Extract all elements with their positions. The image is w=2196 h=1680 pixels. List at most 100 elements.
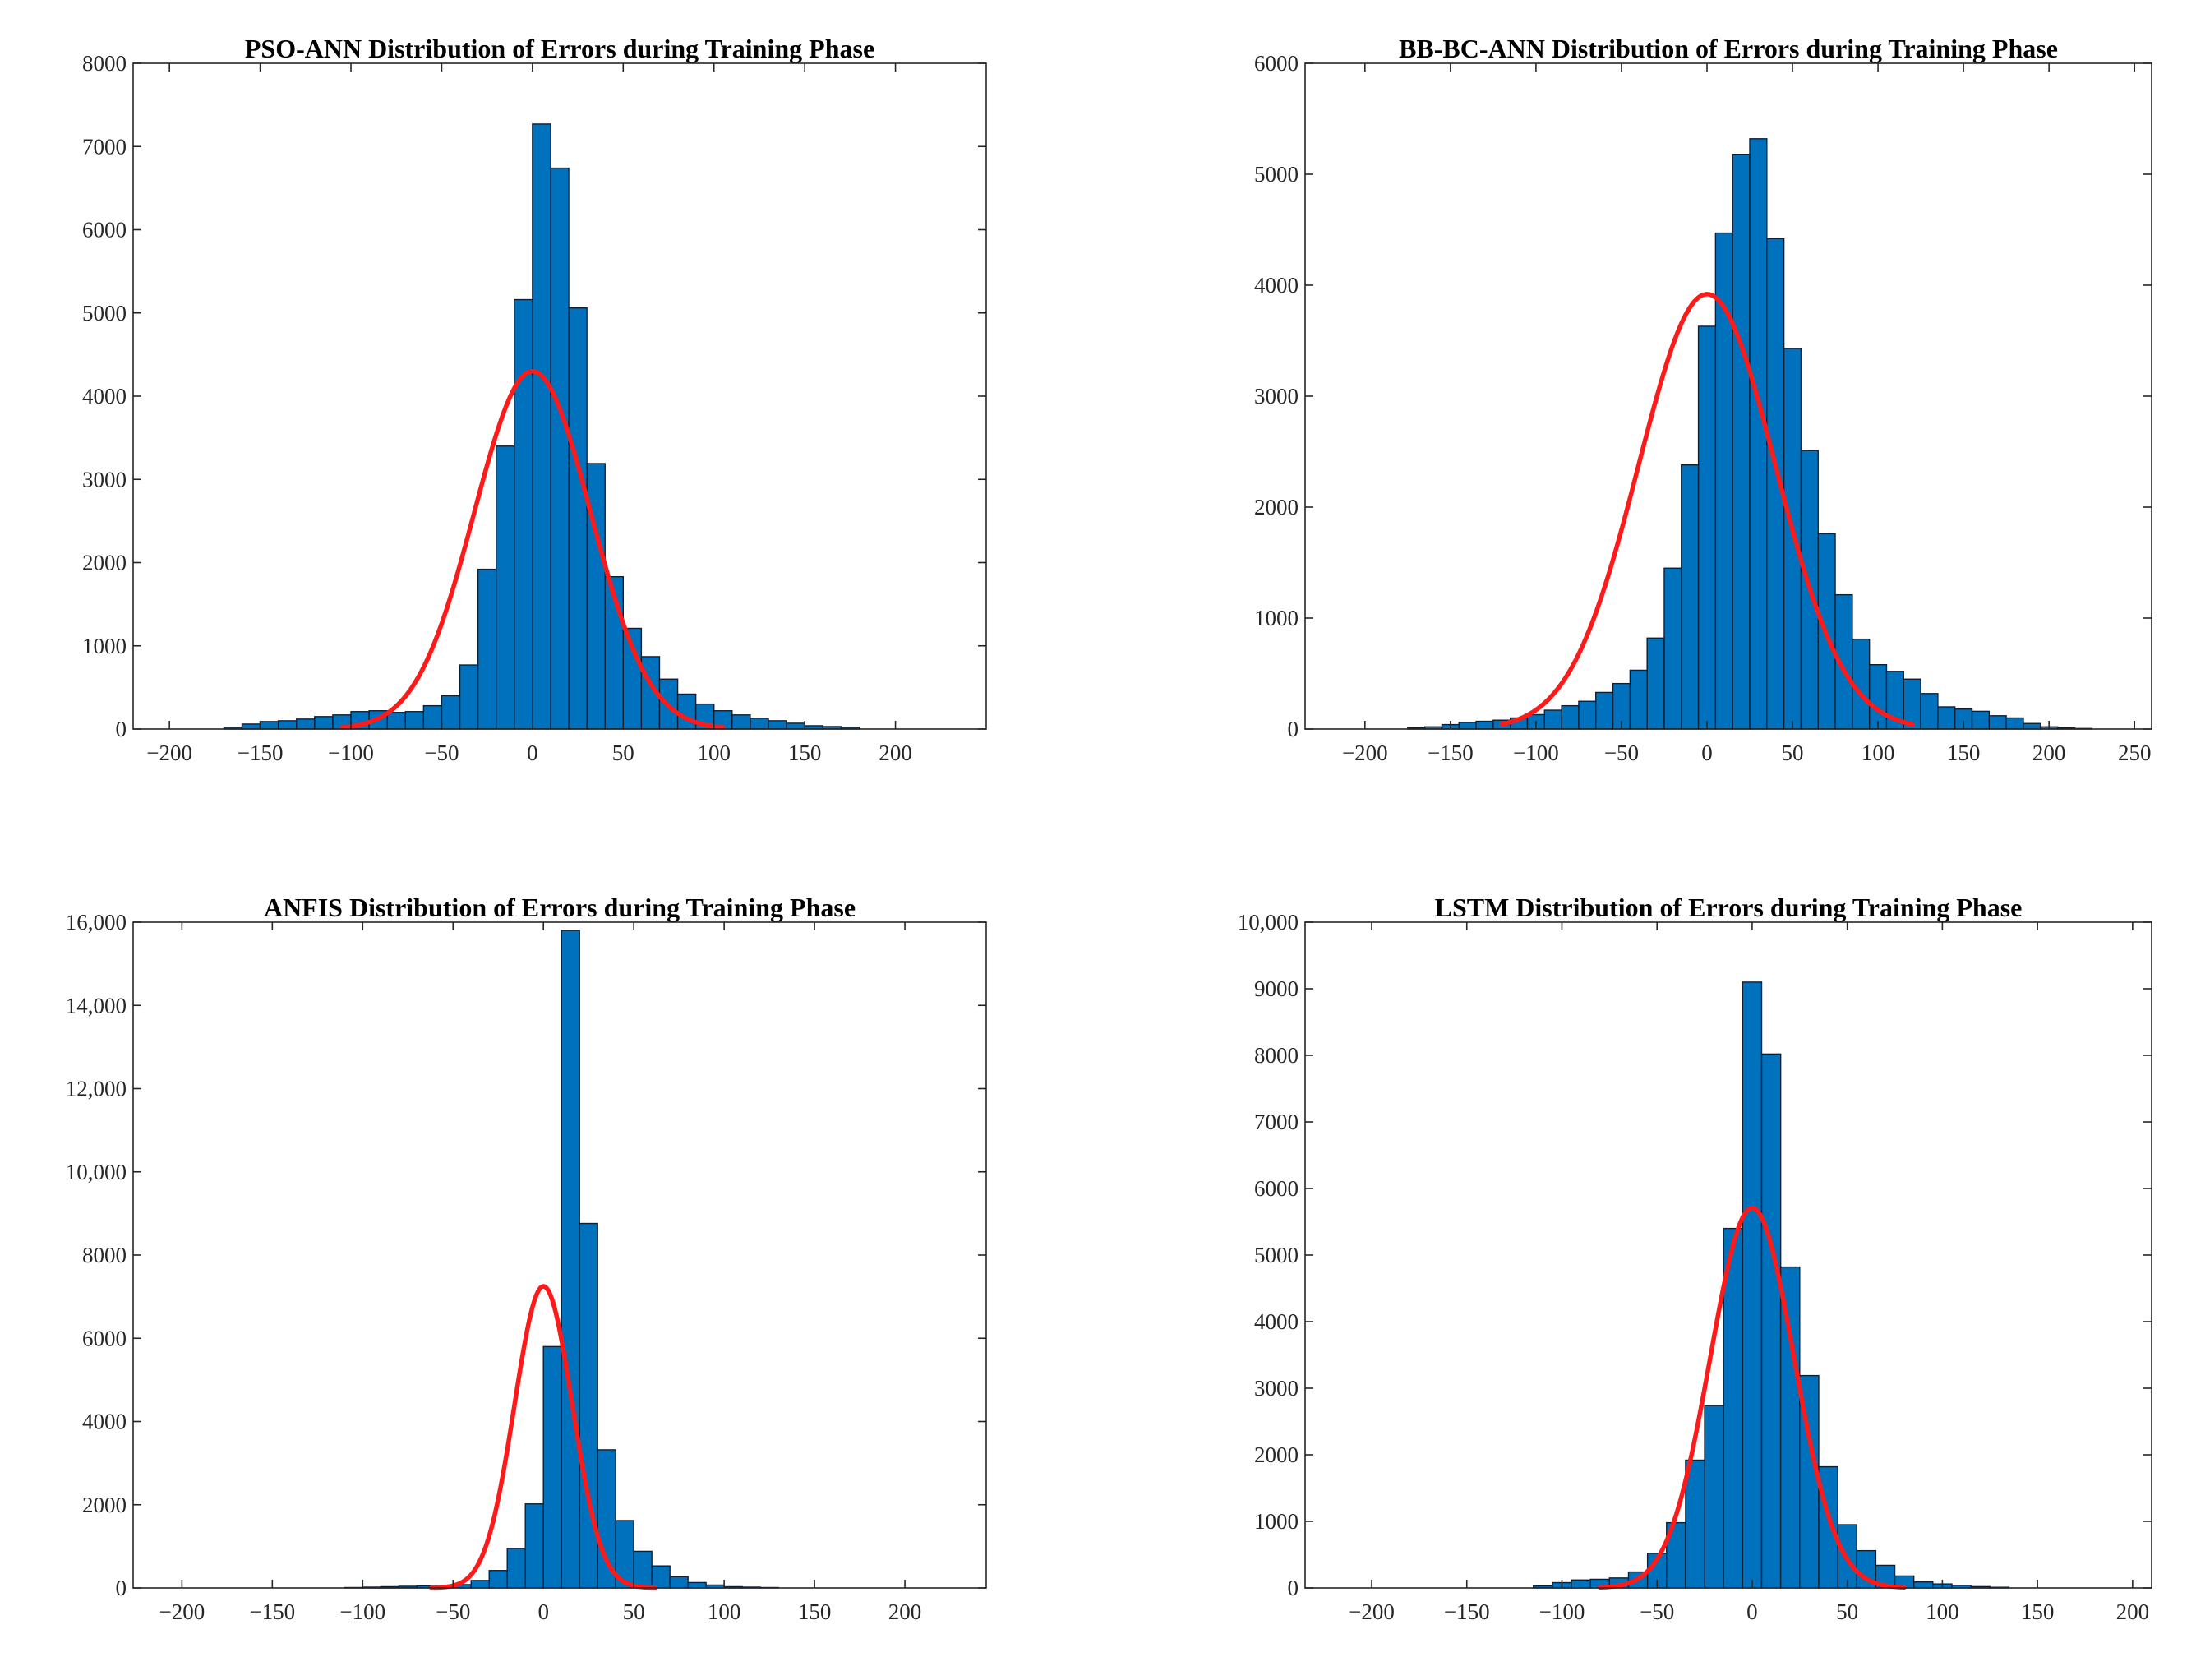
x-tick-label: −50 — [1604, 741, 1639, 765]
x-tick-label: 200 — [888, 1599, 922, 1624]
y-tick-label: 4000 — [82, 384, 127, 408]
y-tick-label: 8000 — [82, 1243, 127, 1267]
chart-lstm: LSTM Distribution of Errors during Train… — [1238, 893, 2152, 1624]
histogram-bar — [506, 1548, 526, 1589]
histogram-bar — [1681, 464, 1700, 730]
histogram-bar — [1937, 706, 1956, 730]
histogram-bar — [470, 1580, 490, 1589]
x-tick-label: 50 — [1782, 741, 1804, 765]
y-tick-label: 6000 — [82, 218, 127, 242]
x-tick-label: −200 — [146, 741, 192, 765]
y-tick-label: 1000 — [1254, 606, 1299, 630]
x-tick-label: 50 — [1836, 1599, 1858, 1624]
histogram-bar — [532, 123, 551, 730]
histogram-bar — [386, 712, 406, 730]
y-tick-label: 12,000 — [66, 1077, 127, 1101]
x-tick-label: −150 — [1444, 1599, 1490, 1624]
normal-fit-curve — [429, 1284, 658, 1590]
histogram-bar — [477, 568, 497, 730]
histogram-bar — [1971, 710, 1991, 730]
y-tick-label: 5000 — [82, 301, 127, 325]
y-tick-label: 5000 — [1254, 162, 1299, 187]
normal-fit-curve — [1499, 292, 1915, 727]
y-tick-label: 9000 — [1254, 976, 1299, 1001]
normal-fit-curve — [1598, 1205, 1907, 1590]
histogram-bar — [1779, 1266, 1801, 1589]
y-tick-label: 14,000 — [66, 993, 127, 1018]
x-tick-label: 100 — [708, 1599, 741, 1624]
histogram-bar — [1475, 720, 1494, 730]
x-tick-label: 100 — [1862, 741, 1895, 765]
x-tick-label: −200 — [159, 1599, 205, 1624]
histogram-bar — [1543, 709, 1562, 730]
histogram-bar — [1571, 1579, 1591, 1589]
x-tick-label: 200 — [2116, 1599, 2150, 1624]
x-tick-label: −50 — [436, 1599, 470, 1624]
histogram-bar — [786, 722, 805, 730]
histogram-bar — [669, 1576, 689, 1589]
x-tick-label: 0 — [537, 1599, 549, 1624]
histogram-bar — [1749, 138, 1768, 730]
y-tick-label: 5000 — [1254, 1243, 1299, 1267]
x-tick-label: −100 — [1539, 1599, 1585, 1624]
histogram-bar — [2023, 722, 2041, 730]
y-tick-label: 16,000 — [66, 910, 127, 935]
x-tick-label: 50 — [623, 1599, 645, 1624]
histogram-bar — [422, 704, 443, 730]
y-tick-label: 4000 — [82, 1410, 127, 1434]
y-tick-label: 6000 — [82, 1326, 127, 1350]
y-tick-label: 7000 — [1254, 1110, 1299, 1134]
histogram-bar — [1760, 1053, 1782, 1589]
x-tick-label: 200 — [2032, 741, 2066, 765]
histogram-bar — [441, 695, 461, 730]
histogram-bar — [651, 1565, 671, 1589]
x-tick-label: 150 — [788, 741, 822, 765]
histogram-bar — [459, 664, 479, 730]
x-tick-label: −100 — [1513, 741, 1559, 765]
histogram-bar — [633, 1550, 653, 1589]
x-tick-label: 200 — [879, 741, 912, 765]
histogram-bar — [488, 1570, 508, 1589]
x-tick-label: −50 — [424, 741, 459, 765]
chart-anfis: ANFIS Distribution of Errors during Trai… — [66, 893, 987, 1624]
x-tick-label: 0 — [527, 741, 538, 765]
histogram-bar — [1704, 1405, 1724, 1589]
histogram-bar — [314, 716, 334, 730]
histogram-bar — [2005, 717, 2024, 730]
y-tick-label: 4000 — [1254, 273, 1299, 298]
histogram-bar — [241, 723, 261, 730]
histogram-bar — [296, 718, 316, 730]
histogram-bar — [1629, 669, 1648, 730]
histogram-bar — [1458, 722, 1477, 730]
y-tick-label: 2000 — [1254, 1442, 1299, 1467]
y-tick-label: 6000 — [1254, 1176, 1299, 1201]
chart-title: PSO-ANN Distribution of Errors during Tr… — [245, 34, 874, 63]
histogram-bar — [731, 714, 751, 730]
plot-area: −200 −150 −100 −50 0 50 100 150 2000100020003000… — [82, 51, 987, 765]
x-tick-label: 150 — [2021, 1599, 2055, 1624]
histogram-bar — [1561, 704, 1580, 730]
y-tick-label: 8000 — [1254, 1043, 1299, 1068]
x-tick-label: −150 — [1428, 741, 1474, 765]
histogram-bar — [750, 718, 769, 730]
histogram-bar — [568, 307, 588, 730]
y-tick-label: 4000 — [1254, 1309, 1299, 1334]
histogram-bar — [768, 720, 787, 730]
x-tick-label: 150 — [798, 1599, 832, 1624]
x-tick-label: 0 — [1746, 1599, 1758, 1624]
y-tick-label: 3000 — [1254, 384, 1299, 408]
x-tick-label: −100 — [339, 1599, 385, 1624]
y-tick-label: 0 — [116, 1576, 127, 1600]
y-tick-label: 0 — [1288, 717, 1299, 741]
histogram-bar — [277, 720, 298, 730]
y-tick-label: 10,000 — [1238, 910, 1299, 935]
chart-bb-bc-ann: BB-BC-ANN Distribution of Errors during … — [1254, 34, 2152, 765]
plot-area: −200 −150 −100 −50 0 50 100 150 2000200040006000… — [66, 910, 987, 1624]
x-tick-label: 100 — [697, 741, 731, 765]
x-tick-label: 0 — [1701, 741, 1713, 765]
histogram-bar — [1868, 664, 1888, 730]
plot-area: −200 −150 −100 −50 0 50 100 150 2000100020003000… — [1238, 910, 2152, 1624]
histogram-bar — [404, 711, 425, 730]
x-tick-label: −150 — [249, 1599, 295, 1624]
